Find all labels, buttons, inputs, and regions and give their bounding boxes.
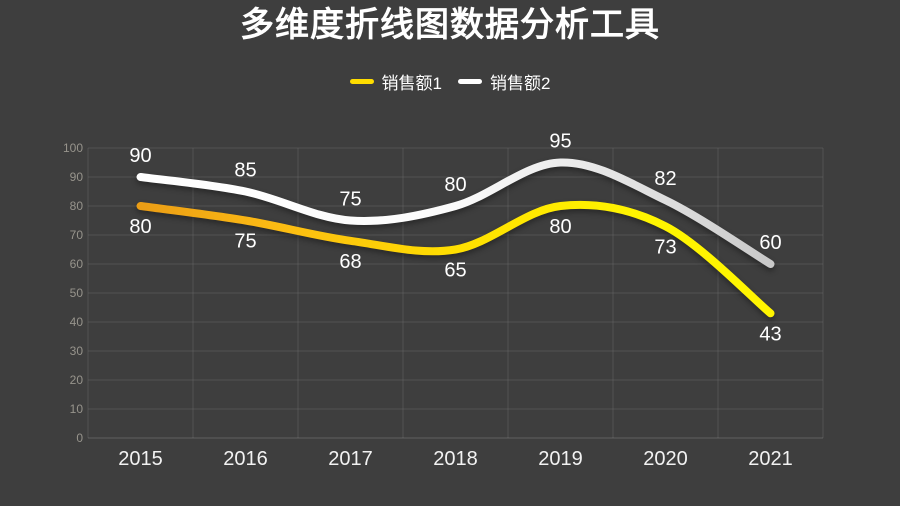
y-axis-tick-labels: 0 10 20 30 40 50 60 70 80 90 100 [63, 141, 83, 445]
data-label-销售额2: 82 [654, 168, 676, 190]
x-tick-label: 2018 [433, 448, 478, 470]
y-tick-label: 80 [70, 199, 84, 213]
y-tick-label: 50 [70, 286, 84, 300]
y-tick-label: 20 [70, 373, 84, 387]
data-label-销售额1: 80 [549, 216, 571, 238]
y-tick-label: 30 [70, 344, 84, 358]
chart-title: 多维度折线图数据分析工具 [240, 6, 660, 44]
legend-item-label: 销售额1 [381, 73, 442, 93]
y-tick-label: 100 [63, 141, 83, 155]
data-labels: 90 85 75 80 95 82 60 80 75 68 65 80 73 43 [129, 131, 781, 346]
y-tick-label: 70 [70, 228, 84, 242]
y-tick-label: 40 [70, 315, 84, 329]
x-tick-label: 2016 [223, 448, 268, 470]
data-label-销售额1: 68 [339, 251, 361, 273]
data-label-销售额1: 65 [444, 260, 466, 282]
x-tick-label: 2017 [328, 448, 373, 470]
legend-item-label: 销售额2 [490, 73, 551, 93]
y-tick-label: 10 [70, 402, 84, 416]
x-tick-label: 2019 [538, 448, 583, 470]
data-label-销售额1: 75 [234, 231, 256, 253]
legend-item-销售额2[interactable]: 销售额2 [458, 69, 550, 94]
x-tick-label: 2020 [643, 448, 688, 470]
y-tick-label: 0 [76, 431, 83, 445]
x-axis-tick-labels: 2015 2016 2017 2018 2019 2020 2021 [118, 448, 793, 470]
data-label-销售额2: 75 [339, 189, 361, 211]
data-label-销售额2: 80 [444, 174, 466, 196]
data-label-销售额1: 80 [129, 216, 151, 238]
gridlines [87, 147, 824, 439]
legend-dash-icon [458, 78, 482, 84]
series-line-销售额2[interactable] [136, 158, 775, 268]
y-tick-label: 60 [70, 257, 84, 271]
series-lines [136, 158, 775, 318]
data-label-销售额1: 73 [654, 236, 676, 258]
data-label-销售额2: 85 [234, 160, 256, 182]
legend: 销售额1 销售额2 [0, 69, 900, 94]
data-label-销售额1: 43 [759, 323, 781, 345]
data-label-销售额2: 90 [129, 145, 151, 167]
data-label-销售额2: 60 [759, 232, 781, 254]
x-tick-label: 2021 [748, 448, 793, 470]
series-line-销售额1[interactable] [136, 200, 775, 318]
legend-item-销售额1[interactable]: 销售额1 [349, 69, 442, 94]
data-label-销售额2: 95 [549, 131, 571, 153]
x-tick-label: 2015 [118, 448, 163, 470]
legend-dash-icon [349, 78, 374, 84]
y-tick-label: 90 [70, 170, 84, 184]
